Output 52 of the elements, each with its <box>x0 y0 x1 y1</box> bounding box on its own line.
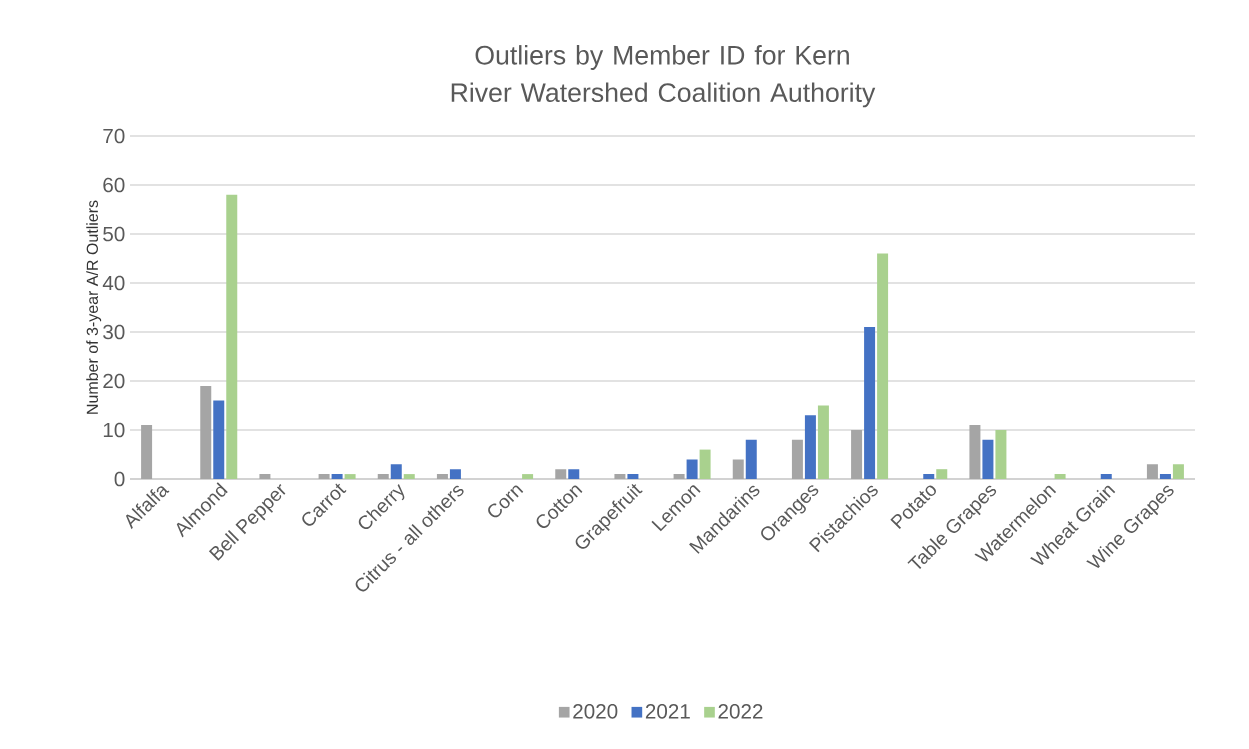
bar <box>686 459 698 479</box>
bar <box>877 253 889 479</box>
bar <box>377 474 389 479</box>
bar <box>732 459 744 479</box>
bar <box>141 425 153 479</box>
bar <box>982 439 994 479</box>
legend-label: 2021 <box>645 704 690 719</box>
y-tick-label: 40 <box>102 275 125 291</box>
y-tick-label: 30 <box>103 324 125 340</box>
bar <box>390 464 402 479</box>
bar <box>449 469 461 479</box>
y-axis-title: Number of 3-year A/R Outliers <box>86 200 102 414</box>
bar <box>344 474 356 479</box>
bar <box>1172 464 1184 479</box>
bar <box>923 474 935 479</box>
bar <box>1146 464 1158 479</box>
legend-label: 2020 <box>573 704 618 719</box>
y-tick-label: 70 <box>103 128 125 144</box>
bar <box>791 439 803 479</box>
bar <box>804 415 816 479</box>
bar <box>745 439 757 479</box>
bar <box>568 469 580 479</box>
bar <box>331 474 343 479</box>
bar <box>673 474 685 479</box>
bar <box>1159 474 1171 479</box>
bar <box>614 474 626 479</box>
bar <box>259 474 271 479</box>
chart-title: Outliers by Member ID for Kern River Watershed Coalition Authority <box>451 45 876 108</box>
bar <box>627 474 639 479</box>
bar <box>864 327 876 479</box>
y-tick-label: 60 <box>103 177 125 193</box>
bar <box>522 474 534 479</box>
bar <box>1054 474 1066 479</box>
bar <box>213 400 225 479</box>
bar <box>555 469 567 479</box>
bar <box>851 429 863 479</box>
y-tick-label: 50 <box>103 226 125 242</box>
y-tick-label: 0 <box>114 471 125 487</box>
bar <box>1100 474 1112 479</box>
bar <box>699 449 711 479</box>
bar <box>200 385 212 479</box>
bar <box>995 429 1007 479</box>
bar <box>226 194 238 479</box>
bar <box>936 469 948 479</box>
bar <box>403 474 415 479</box>
y-tick-label: 10 <box>103 422 125 438</box>
bar <box>817 405 829 479</box>
bar <box>969 425 981 479</box>
y-tick-label: 20 <box>103 373 125 389</box>
bar <box>318 474 330 479</box>
legend-label: 2022 <box>718 704 763 719</box>
bar <box>436 474 448 479</box>
